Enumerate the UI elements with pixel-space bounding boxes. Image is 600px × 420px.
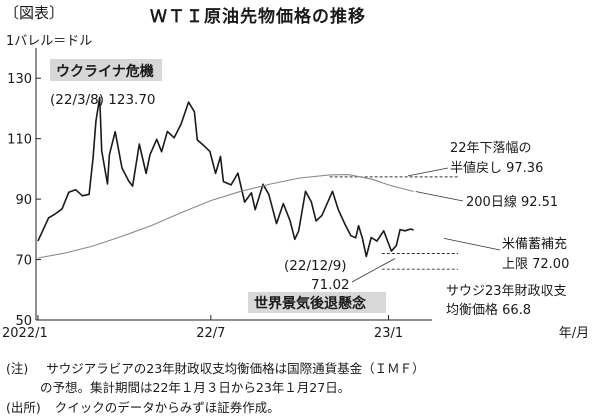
- reserve-label-1: 米備蓄補充: [502, 236, 567, 252]
- x-unit-label: 年/月: [559, 326, 589, 341]
- event-box-top: [50, 59, 162, 81]
- saudi-label-1: サウジ23年財政収支: [446, 284, 567, 299]
- event-label-ukraine: ウクライナ危機: [56, 63, 154, 80]
- x-tick-label-0: 2022/1: [2, 326, 48, 341]
- footnote-line2: の予想。集計期間は22年１月３日から23年１月27日。: [40, 380, 351, 395]
- source-label: (出所): [6, 400, 41, 415]
- event-label-recession: 世界景気後退懸念: [254, 295, 367, 312]
- wti-price-line: [37, 96, 414, 258]
- source-text: クイックのデータからみずほ証券作成。: [54, 400, 280, 415]
- ma200-leader: [415, 191, 464, 202]
- y-tick-label-50: 50: [15, 314, 32, 329]
- low-date-label: (22/12/9): [284, 258, 347, 274]
- x-tick-label-2: 23/1: [374, 326, 403, 341]
- source-line: (出所) クイックのデータからみずほ証券作成。: [6, 397, 280, 416]
- chart-title: ＷＴＩ原油先物価格の推移: [150, 7, 366, 27]
- low-value-label: 71.02: [311, 277, 350, 293]
- y-tick-label-70: 70: [15, 254, 32, 269]
- ma200-line: [37, 174, 414, 259]
- note-text-1: サウジアラビアの23年財政収支均衡価格は国際通貨基金（ＩＭＦ）: [46, 361, 425, 376]
- half-retrace-label-1: 22年下落幅の: [450, 141, 532, 156]
- half-retrace-leader: [407, 167, 449, 177]
- low-leader: [351, 258, 396, 283]
- note-label: (注): [6, 361, 29, 376]
- footnote-line1: (注) サウジアラビアの23年財政収支均衡価格は国際通貨基金（ＩＭＦ）: [6, 358, 425, 377]
- figure-label: 〔図表〕: [4, 4, 65, 22]
- y-tick-label-90: 90: [15, 193, 32, 208]
- half-retrace-label-2: 半値戻し 97.36: [450, 160, 543, 176]
- ma200-label: 200日線 92.51: [466, 194, 558, 210]
- y-unit-label: 1バレル＝ドル: [6, 34, 93, 49]
- reserve-label-2: 上限 72.00: [502, 257, 569, 272]
- saudi-label-2: 均衡価格 66.8: [446, 302, 531, 318]
- reserve-leader: [443, 238, 501, 251]
- y-tick-label-110: 110: [7, 133, 32, 148]
- peak-label: (22/3/8) 123.70: [50, 92, 156, 108]
- y-tick-label-130: 130: [7, 72, 32, 87]
- event-box-bottom: [248, 292, 386, 313]
- x-tick-label-1: 22/7: [196, 326, 225, 341]
